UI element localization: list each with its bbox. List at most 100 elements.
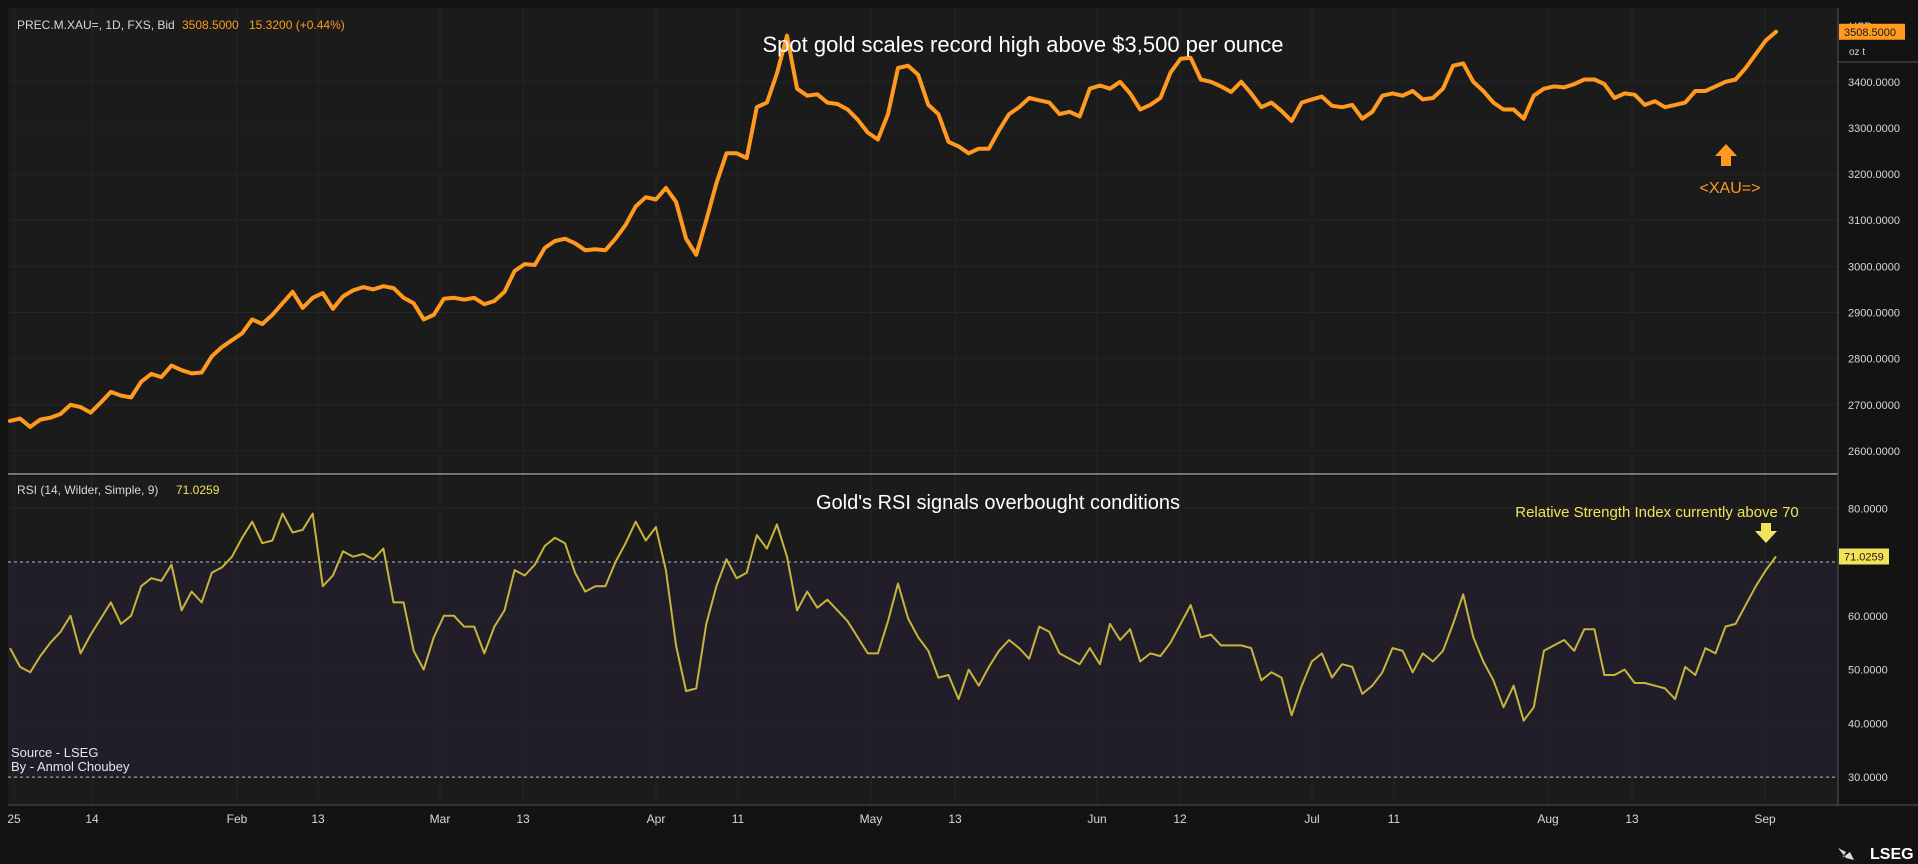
price-point (1018, 106, 1021, 109)
rsi-point (1351, 666, 1353, 668)
price-point (574, 242, 577, 245)
rsi-point (1593, 628, 1595, 630)
price-point (1472, 80, 1475, 83)
rsi-point (241, 537, 243, 539)
price-last-tag-text: 3508.5000 (1844, 27, 1896, 39)
price-point (856, 118, 859, 121)
rsi-point (1089, 647, 1091, 649)
price-tick-label: 2900.0000 (1848, 308, 1900, 320)
rsi-point (958, 698, 960, 700)
rsi-point (1230, 644, 1232, 646)
rsi-axis-ticks: 30.0000 40.0000 50.0000 60.0000 80.0000 (1848, 503, 1888, 784)
rsi-point (524, 574, 526, 576)
rsi-point (907, 617, 909, 619)
price-point (897, 66, 900, 69)
rsi-point (736, 577, 738, 579)
price-point (997, 129, 1000, 132)
rsi-point (160, 580, 162, 582)
price-point (321, 292, 324, 295)
rsi-point (826, 599, 828, 601)
rsi-point (261, 542, 263, 544)
price-point (1058, 113, 1061, 116)
rsi-point (1704, 647, 1706, 649)
price-point (1270, 101, 1273, 104)
price-point (29, 425, 32, 428)
price-point (1078, 115, 1081, 118)
rsi-point (1240, 644, 1242, 646)
rsi-point (877, 652, 879, 654)
rsi-last-tag-text: 71.0259 (1844, 551, 1884, 563)
price-point (957, 145, 960, 148)
rsi-point (635, 521, 637, 523)
rsi-point (917, 636, 919, 638)
rsi-point (1392, 647, 1394, 649)
price-point (412, 302, 415, 305)
rsi-point (1048, 631, 1050, 633)
rsi-point (725, 558, 727, 560)
rsi-point (836, 609, 838, 611)
price-point (301, 306, 304, 309)
price-point (553, 240, 556, 243)
time-tick-label: May (860, 812, 883, 826)
rsi-point (1149, 652, 1151, 654)
price-point (725, 152, 728, 155)
rsi-indicator-label: RSI (14, Wilder, Simple, 9) (17, 483, 158, 497)
price-point (352, 289, 355, 292)
currency-measure[interactable]: oz t (1849, 47, 1865, 58)
rsi-point (483, 652, 485, 654)
rsi-indicator-value: 71.0259 (176, 483, 220, 497)
price-point (109, 390, 112, 393)
rsi-point (503, 609, 505, 611)
footer-strip (0, 842, 1918, 864)
time-tick-label: 25 (7, 812, 21, 826)
price-point (220, 346, 223, 349)
price-point (796, 87, 799, 90)
rsi-point (1472, 636, 1474, 638)
rsi-point (544, 545, 546, 547)
price-point (1462, 62, 1465, 65)
rsi-point (897, 583, 899, 585)
rsi-point (564, 542, 566, 544)
time-tick-label: Aug (1537, 812, 1558, 826)
price-point (1250, 92, 1253, 95)
rsi-chart-title: Gold's RSI signals overbought conditions (816, 492, 1180, 514)
rsi-point (302, 529, 304, 531)
price-point (331, 307, 334, 310)
rsi-point (1644, 682, 1646, 684)
rsi-point (473, 626, 475, 628)
rsi-point (1311, 661, 1313, 663)
price-tick-label: 2800.0000 (1848, 354, 1900, 366)
price-point (432, 313, 435, 316)
rsi-point (1200, 636, 1202, 638)
price-point (382, 285, 385, 288)
rsi-point (181, 609, 183, 611)
price-point (1290, 120, 1293, 123)
price-point (241, 332, 244, 335)
price-point (735, 152, 738, 155)
rsi-point (150, 577, 152, 579)
price-tick-label: 3300.0000 (1848, 123, 1900, 135)
price-point (846, 108, 849, 111)
price-point (1411, 90, 1414, 93)
time-tick-label: 13 (516, 812, 530, 826)
rsi-point (120, 623, 122, 625)
rsi-tick-label: 30.0000 (1848, 772, 1888, 784)
rsi-point (1543, 650, 1545, 652)
price-last-tag (1839, 23, 1905, 40)
rsi-point (322, 585, 324, 587)
price-point (1149, 103, 1152, 106)
rsi-point (231, 556, 233, 558)
price-point (634, 205, 637, 208)
rsi-point (1069, 658, 1071, 660)
rsi-tick-label: 50.0000 (1848, 665, 1888, 677)
rsi-point (332, 574, 334, 576)
price-tick-label: 3000.0000 (1848, 261, 1900, 273)
rsi-point (665, 569, 667, 571)
rsi-point (1018, 647, 1020, 649)
price-point (755, 106, 758, 109)
price-point (1119, 80, 1122, 83)
price-point (765, 101, 768, 104)
rsi-point (614, 561, 616, 563)
rsi-point (1664, 687, 1666, 689)
rsi-point (1523, 720, 1525, 722)
